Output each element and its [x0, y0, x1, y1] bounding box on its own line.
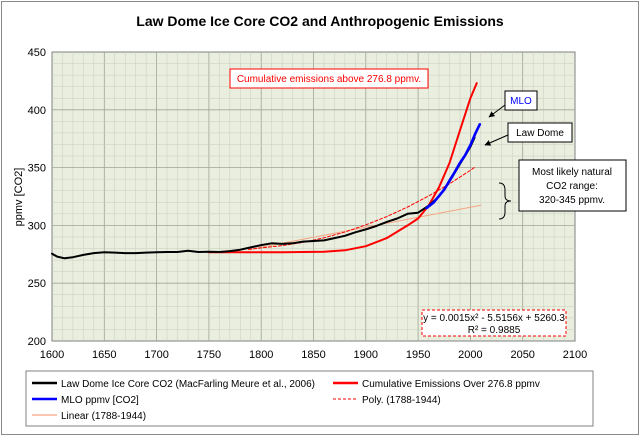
x-tick-label: 1650	[92, 349, 116, 361]
svg-text:Cumulative emissions above 276: Cumulative emissions above 276.8 ppmv.	[237, 74, 421, 85]
svg-text:320-345 ppmv.: 320-345 ppmv.	[539, 195, 605, 206]
svg-text:MLO: MLO	[510, 96, 532, 107]
x-tick-label: 1750	[197, 349, 221, 361]
svg-text:CO2 range:: CO2 range:	[546, 181, 598, 192]
y-axis-label: ppmv [CO2]	[13, 168, 25, 227]
legend-item-law-dome: Law Dome Ice Core CO2 (MacFarling Meure …	[32, 379, 315, 390]
annotation-cumulative-emissions: Cumulative emissions above 276.8 ppmv.	[229, 68, 429, 89]
svg-text:Most likely natural: Most likely natural	[532, 167, 612, 178]
y-tick-label: 450	[28, 47, 46, 59]
x-tick-label: 1900	[354, 349, 378, 361]
x-tick-label: 1850	[301, 349, 325, 361]
annotation-law-dome: Law Dome	[484, 122, 573, 146]
x-tick-label: 1600	[40, 349, 64, 361]
series-line-1	[425, 123, 482, 210]
y-tick-label: 400	[28, 105, 46, 117]
series-line-0	[51, 136, 476, 260]
x-tick-label: 1800	[249, 349, 273, 361]
legend: Law Dome Ice Core CO2 (MacFarling Meure …	[25, 370, 594, 427]
svg-text:Linear (1788-1944): Linear (1788-1944)	[61, 411, 146, 422]
svg-text:Law Dome: Law Dome	[516, 128, 564, 139]
svg-text:R² = 0.9885: R² = 0.9885	[468, 325, 521, 336]
chart-title: Law Dome Ice Core CO2 and Anthropogenic …	[136, 13, 504, 29]
x-tick-label: 2050	[510, 349, 534, 361]
x-axis-ticks: 1600 1650 1700 1750 1800 1850 1900 1950 2000 2050…	[40, 349, 587, 361]
legend-item-mlo: MLO ppmv [CO2]	[32, 395, 139, 406]
legend-item-linear: Linear (1788-1944)	[32, 411, 146, 422]
x-tick-label: 1700	[144, 349, 168, 361]
legend-item-cumulative-emissions: Cumulative Emissions Over 276.8 ppmv	[333, 379, 540, 390]
series-line-2	[207, 82, 478, 254]
y-tick-label: 250	[28, 278, 46, 290]
annotation-natural-range: Most likely natural CO2 range: 320-345 p…	[498, 159, 627, 220]
y-tick-label: 350	[28, 163, 46, 175]
annotation-equation: y = 0.0015x² - 5.5156x + 5260.3 R² = 0.9…	[421, 309, 567, 337]
svg-text:Law Dome Ice Core CO2 (MacFarl: Law Dome Ice Core CO2 (MacFarling Meure …	[61, 379, 315, 390]
y-axis-ticks: 200 250 300 350 400 450	[28, 47, 46, 348]
svg-text:Poly. (1788-1944): Poly. (1788-1944)	[362, 395, 441, 406]
series-line-3	[248, 166, 477, 250]
x-tick-label: 2000	[458, 349, 482, 361]
annotation-mlo: MLO	[488, 90, 538, 118]
series-line-4	[248, 204, 482, 251]
x-tick-label: 1950	[406, 349, 430, 361]
grid	[52, 52, 575, 341]
svg-text:Cumulative Emissions Over 276.: Cumulative Emissions Over 276.8 ppmv	[362, 379, 540, 390]
series-group	[51, 82, 482, 260]
legend-item-poly: Poly. (1788-1944)	[333, 395, 441, 406]
y-tick-label: 200	[28, 336, 46, 348]
x-tick-label: 2100	[563, 349, 587, 361]
y-tick-label: 300	[28, 220, 46, 232]
svg-text:MLO ppmv [CO2]: MLO ppmv [CO2]	[61, 395, 139, 406]
svg-text:y = 0.0015x² - 5.5156x + 5260.: y = 0.0015x² - 5.5156x + 5260.3	[423, 313, 565, 324]
